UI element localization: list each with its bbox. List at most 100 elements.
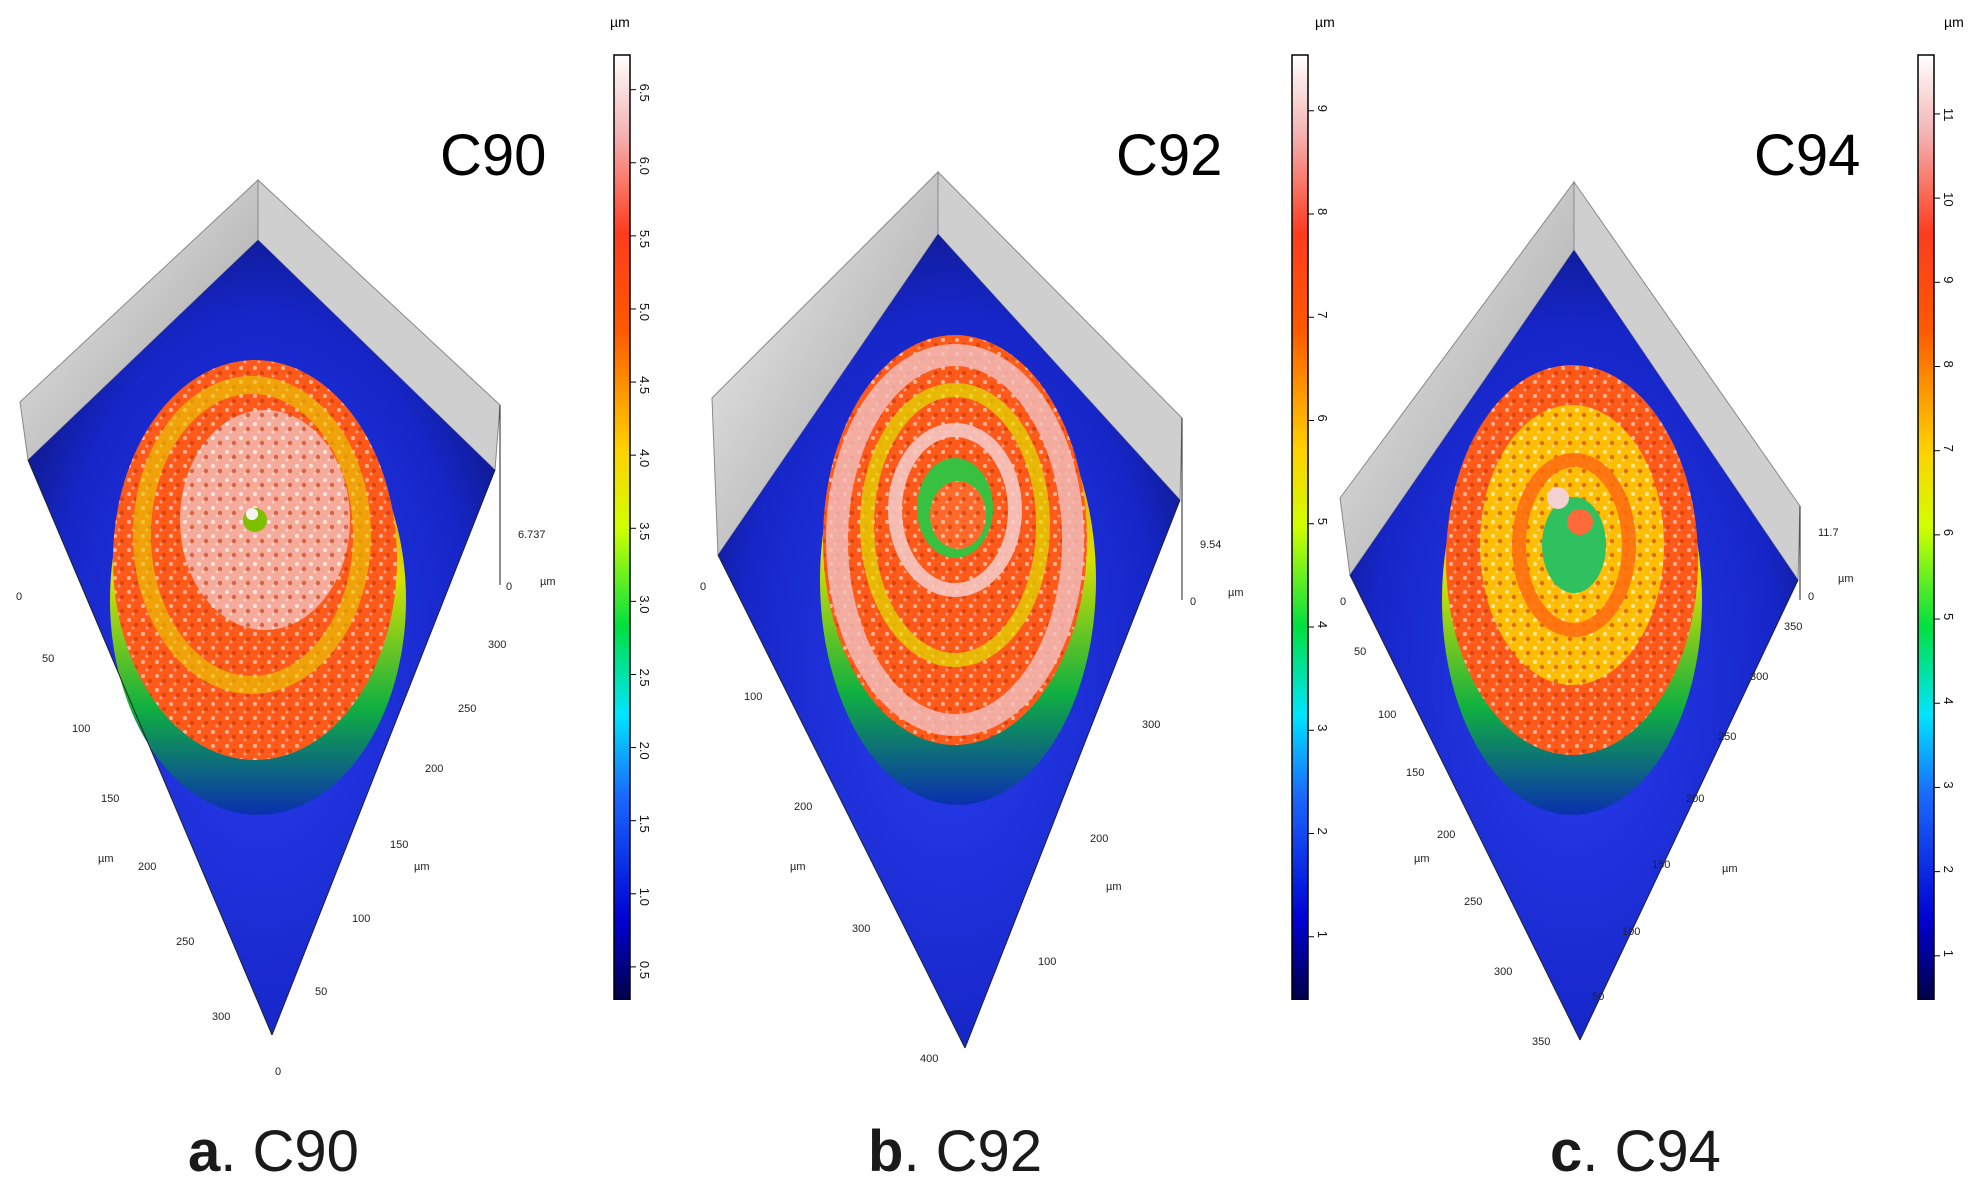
- deposit-yellow-ring: [133, 376, 371, 694]
- colorbar-tick-label: 2.0: [637, 742, 652, 760]
- panel-c: 0 50 100 150 200 250 300 350 µm 50 100 1…: [1322, 0, 1984, 1184]
- right-axis-tick-labels: 0 50 100 150 200 250 300: [275, 639, 506, 1078]
- right-axis-tick-labels: 100 200 300: [1038, 719, 1160, 968]
- colorbar-tick-label: 8: [1941, 360, 1956, 367]
- right-tick-6: 350: [1784, 621, 1802, 633]
- colorbar-unit-b: µm: [1315, 14, 1335, 30]
- left-tick-4: 200: [1437, 829, 1455, 841]
- surface-3d-plot-a: 0 50 100 150 200 250 300 µm 0 50 100 150…: [16, 178, 556, 1078]
- colorbar-unit-a: µm: [610, 14, 630, 30]
- caption-c: c. C94: [1550, 1119, 1721, 1184]
- colorbar-tick-label: 2: [1315, 828, 1330, 835]
- right-axis-unit: µm: [414, 861, 430, 873]
- caption-a: a. C90: [188, 1119, 359, 1184]
- colorbar-unit-c: µm: [1944, 14, 1964, 30]
- colorbar-tick-label: 5: [1315, 518, 1330, 525]
- left-tick-1: 100: [744, 691, 762, 703]
- right-tick-6: 300: [488, 639, 506, 651]
- left-axis-tick-labels: 0 50 100 150 200 250 300 350: [1340, 596, 1550, 1048]
- colorbar-tick-label: 6.0: [637, 157, 652, 175]
- left-tick-2: 100: [72, 723, 90, 735]
- colorbar-tick-label: 0.5: [637, 961, 652, 979]
- colorbar-tick-label: 4: [1315, 621, 1330, 628]
- left-tick-3: 150: [1406, 767, 1424, 779]
- colorbar-tick-label: 6.5: [637, 84, 652, 102]
- caption-name-c: C94: [1614, 1119, 1721, 1184]
- right-axis-unit: µm: [1722, 863, 1738, 875]
- surface-3d-plot-c: 0 50 100 150 200 250 300 350 µm 50 100 1…: [1339, 180, 1854, 1048]
- z-zero-label: 0: [1190, 596, 1196, 608]
- left-axis-tick-labels: 0 50 100 150 200 250 300: [16, 591, 230, 1023]
- right-tick-2: 300: [1142, 719, 1160, 731]
- colorbar-c: 01234567891011: [1917, 54, 1956, 1000]
- left-axis-tick-labels: 0 100 200 300 400: [700, 581, 938, 1065]
- panel-b: 0 100 200 300 400 µm 100 200 300 µm 9.54…: [660, 0, 1335, 1184]
- colorbar-tick-label: 7: [1941, 445, 1956, 452]
- right-tick-1: 200: [1090, 833, 1108, 845]
- right-tick-0: 100: [1038, 956, 1056, 968]
- right-tick-4: 250: [1718, 731, 1736, 743]
- left-tick-0: 0: [700, 581, 706, 593]
- left-tick-0: 0: [1340, 596, 1346, 608]
- sample-label-a: C90: [440, 123, 547, 188]
- right-tick-3: 200: [1686, 793, 1704, 805]
- left-tick-4: 400: [920, 1053, 938, 1065]
- sample-label-c: C94: [1754, 123, 1861, 188]
- caption-letter-c: c: [1550, 1119, 1583, 1184]
- right-tick-5: 300: [1750, 671, 1768, 683]
- center-peak-1: [1547, 487, 1569, 509]
- colorbar-tick-label: 6: [1941, 529, 1956, 536]
- colorbar-gradient: [1917, 54, 1935, 1000]
- colorbar-tick-label: 1: [1941, 950, 1956, 957]
- colorbar-tick-label: 11: [1941, 108, 1956, 122]
- right-tick-4: 200: [425, 763, 443, 775]
- axis-left: [27, 459, 273, 1036]
- left-tick-2: 200: [794, 801, 812, 813]
- axis-right: [964, 499, 1181, 1049]
- left-tick-3: 150: [101, 793, 119, 805]
- colorbar-tick-label: 4.0: [637, 449, 652, 467]
- z-zero-label: 0: [506, 581, 512, 593]
- colorbar-tick-label: 2: [1941, 866, 1956, 873]
- colorbar-tick-label: 8: [1315, 208, 1330, 215]
- left-axis-unit: µm: [1414, 853, 1430, 865]
- axis-left: [1349, 574, 1581, 1041]
- right-axis-tick-labels: 50 100 150 200 250 300 350: [1592, 621, 1802, 1003]
- left-axis-unit: µm: [790, 861, 806, 873]
- right-tick-1: 100: [1622, 926, 1640, 938]
- axis-left: [717, 554, 966, 1049]
- right-tick-5: 250: [458, 703, 476, 715]
- center-mound-texture: [930, 481, 986, 549]
- colorbar-b: 0123456789: [1291, 54, 1330, 1000]
- right-tick-3: 150: [390, 839, 408, 851]
- center-peak: [246, 508, 258, 520]
- colorbar-tick-label: 4: [1941, 697, 1956, 704]
- left-axis-unit: µm: [98, 853, 114, 865]
- left-tick-0: 0: [16, 591, 22, 603]
- axis-right: [271, 469, 496, 1036]
- colorbar-tick-label: 9: [1941, 276, 1956, 283]
- colorbar-gradient: [613, 54, 631, 1000]
- panel-a: 0 50 100 150 200 250 300 µm 0 50 100 150…: [0, 0, 660, 1184]
- colorbar-tick-label: 1.5: [637, 815, 652, 833]
- colorbar-tick-label: 5: [1941, 613, 1956, 620]
- left-tick-3: 300: [852, 923, 870, 935]
- right-tick-0: 50: [1592, 991, 1604, 1003]
- right-tick-0: 0: [275, 1066, 281, 1078]
- caption-name-a: C90: [252, 1119, 359, 1184]
- right-axis-unit: µm: [1106, 881, 1122, 893]
- inner-orange-ring: [1512, 453, 1636, 637]
- outer-pink-ring: [826, 344, 1084, 736]
- colorbar-tick-label: 3: [1315, 724, 1330, 731]
- colorbar-tick-label: 3.0: [637, 595, 652, 613]
- caption-name-b: C92: [935, 1119, 1043, 1184]
- colorbar-tick-label: 1: [1315, 931, 1330, 938]
- left-tick-2: 100: [1378, 709, 1396, 721]
- z-max-label: 11.7: [1818, 527, 1839, 539]
- sample-label-b: C92: [1116, 123, 1223, 188]
- colorbar-tick-label: 3.5: [637, 522, 652, 540]
- z-axis-unit: µm: [540, 576, 556, 588]
- colorbar-a: 0.00.51.01.52.02.53.03.54.04.55.05.56.06…: [613, 54, 652, 1000]
- z-axis-unit: µm: [1838, 573, 1854, 585]
- colorbar-tick-label: 7: [1315, 311, 1330, 318]
